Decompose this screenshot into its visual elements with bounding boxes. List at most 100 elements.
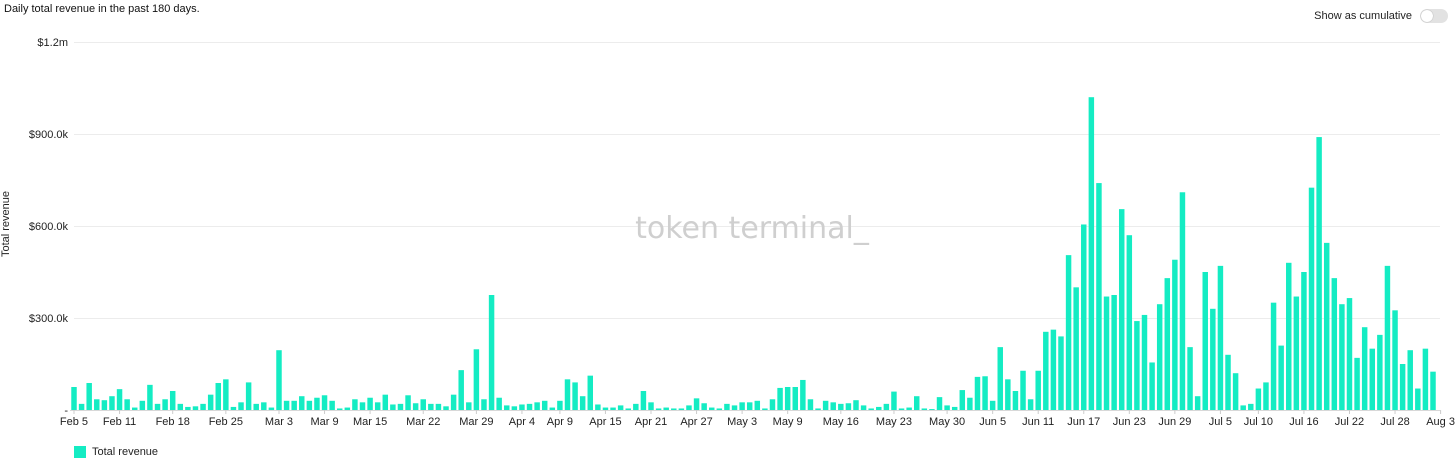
- revenue-bar[interactable]: [261, 402, 267, 410]
- revenue-bar[interactable]: [1073, 287, 1079, 410]
- revenue-bar[interactable]: [914, 396, 920, 410]
- revenue-bar[interactable]: [1323, 242, 1330, 410]
- revenue-bar[interactable]: [435, 403, 442, 410]
- revenue-bar[interactable]: [1331, 278, 1338, 410]
- revenue-bar[interactable]: [78, 403, 85, 410]
- revenue-bar[interactable]: [633, 403, 639, 410]
- revenue-bar[interactable]: [853, 400, 859, 410]
- revenue-bar[interactable]: [830, 402, 836, 410]
- revenue-bar[interactable]: [1149, 362, 1155, 410]
- revenue-bar[interactable]: [1012, 390, 1019, 410]
- revenue-bar[interactable]: [504, 405, 510, 410]
- revenue-bar[interactable]: [898, 408, 905, 410]
- revenue-bar[interactable]: [822, 400, 829, 410]
- revenue-bar[interactable]: [967, 397, 973, 410]
- revenue-bar[interactable]: [1179, 192, 1186, 410]
- revenue-bar[interactable]: [640, 390, 647, 410]
- revenue-bar[interactable]: [1270, 302, 1277, 410]
- revenue-bar[interactable]: [1369, 348, 1375, 410]
- revenue-bar[interactable]: [625, 408, 631, 410]
- revenue-bar[interactable]: [245, 382, 252, 410]
- revenue-bar[interactable]: [200, 403, 206, 410]
- revenue-bar[interactable]: [709, 407, 715, 410]
- revenue-bar[interactable]: [397, 403, 404, 410]
- revenue-bar[interactable]: [116, 389, 123, 410]
- revenue-bar[interactable]: [367, 397, 373, 410]
- revenue-bar[interactable]: [1050, 329, 1057, 410]
- revenue-bar[interactable]: [724, 403, 730, 410]
- revenue-bar[interactable]: [1293, 296, 1300, 410]
- revenue-bar[interactable]: [169, 390, 176, 410]
- revenue-bar[interactable]: [1384, 265, 1391, 410]
- revenue-bar[interactable]: [185, 406, 191, 410]
- revenue-bar[interactable]: [223, 379, 229, 410]
- revenue-bar[interactable]: [124, 399, 130, 410]
- revenue-bar[interactable]: [693, 398, 700, 410]
- revenue-bar[interactable]: [663, 407, 669, 410]
- revenue-bar[interactable]: [815, 408, 821, 410]
- revenue-bar[interactable]: [959, 390, 966, 410]
- revenue-bar[interactable]: [1065, 255, 1072, 410]
- revenue-bar[interactable]: [883, 403, 890, 410]
- revenue-bar[interactable]: [1278, 345, 1284, 410]
- revenue-bar[interactable]: [534, 402, 540, 410]
- revenue-bar[interactable]: [215, 383, 221, 410]
- revenue-bar[interactable]: [94, 399, 100, 410]
- revenue-bar[interactable]: [291, 400, 297, 410]
- revenue-bar[interactable]: [147, 384, 153, 410]
- revenue-bar[interactable]: [1240, 405, 1246, 410]
- revenue-bar[interactable]: [762, 408, 768, 410]
- revenue-bar[interactable]: [906, 407, 912, 410]
- revenue-bar[interactable]: [390, 404, 396, 410]
- revenue-bar[interactable]: [868, 408, 874, 410]
- revenue-bar[interactable]: [488, 295, 495, 410]
- revenue-bar[interactable]: [519, 404, 525, 410]
- revenue-bar[interactable]: [1126, 235, 1133, 410]
- revenue-bar[interactable]: [974, 376, 981, 410]
- revenue-bar[interactable]: [1217, 265, 1224, 410]
- revenue-bar[interactable]: [1096, 183, 1102, 410]
- revenue-bar[interactable]: [1346, 298, 1353, 410]
- revenue-bar[interactable]: [268, 407, 275, 410]
- revenue-bar[interactable]: [1035, 370, 1041, 410]
- revenue-bar[interactable]: [557, 400, 563, 410]
- revenue-bar[interactable]: [944, 405, 950, 410]
- revenue-bar[interactable]: [784, 387, 791, 410]
- revenue-bar[interactable]: [192, 406, 199, 410]
- revenue-bar[interactable]: [1339, 304, 1345, 410]
- revenue-bar[interactable]: [1081, 224, 1087, 410]
- revenue-bar[interactable]: [701, 403, 707, 410]
- revenue-bar[interactable]: [686, 405, 692, 410]
- revenue-bar[interactable]: [1248, 403, 1254, 410]
- revenue-bar[interactable]: [1422, 348, 1429, 410]
- revenue-bar[interactable]: [154, 403, 161, 410]
- revenue-bar[interactable]: [951, 406, 958, 410]
- chart-legend[interactable]: Total revenue: [74, 446, 158, 458]
- revenue-bar[interactable]: [754, 400, 761, 410]
- revenue-bar[interactable]: [1194, 396, 1201, 410]
- revenue-bar[interactable]: [352, 399, 358, 410]
- revenue-bar[interactable]: [746, 402, 753, 410]
- revenue-bar[interactable]: [982, 376, 988, 410]
- revenue-bar[interactable]: [1164, 278, 1171, 410]
- revenue-bar[interactable]: [579, 396, 586, 410]
- revenue-bar[interactable]: [344, 407, 351, 410]
- revenue-bar[interactable]: [671, 408, 677, 410]
- revenue-bar[interactable]: [132, 407, 138, 410]
- revenue-bar[interactable]: [1172, 259, 1178, 410]
- revenue-bar[interactable]: [162, 399, 168, 410]
- revenue-bar[interactable]: [336, 408, 343, 410]
- revenue-bar[interactable]: [86, 383, 92, 410]
- revenue-bar[interactable]: [443, 406, 449, 410]
- revenue-bar[interactable]: [283, 400, 290, 410]
- revenue-bar[interactable]: [1301, 272, 1307, 410]
- revenue-bar[interactable]: [177, 403, 184, 410]
- revenue-bar[interactable]: [1286, 262, 1292, 410]
- revenue-bar[interactable]: [807, 399, 814, 410]
- revenue-bar[interactable]: [1407, 350, 1413, 410]
- revenue-bar[interactable]: [929, 409, 935, 410]
- revenue-bar[interactable]: [587, 375, 593, 410]
- revenue-bar[interactable]: [989, 400, 996, 410]
- revenue-bar[interactable]: [678, 408, 685, 410]
- revenue-bar[interactable]: [1202, 272, 1208, 410]
